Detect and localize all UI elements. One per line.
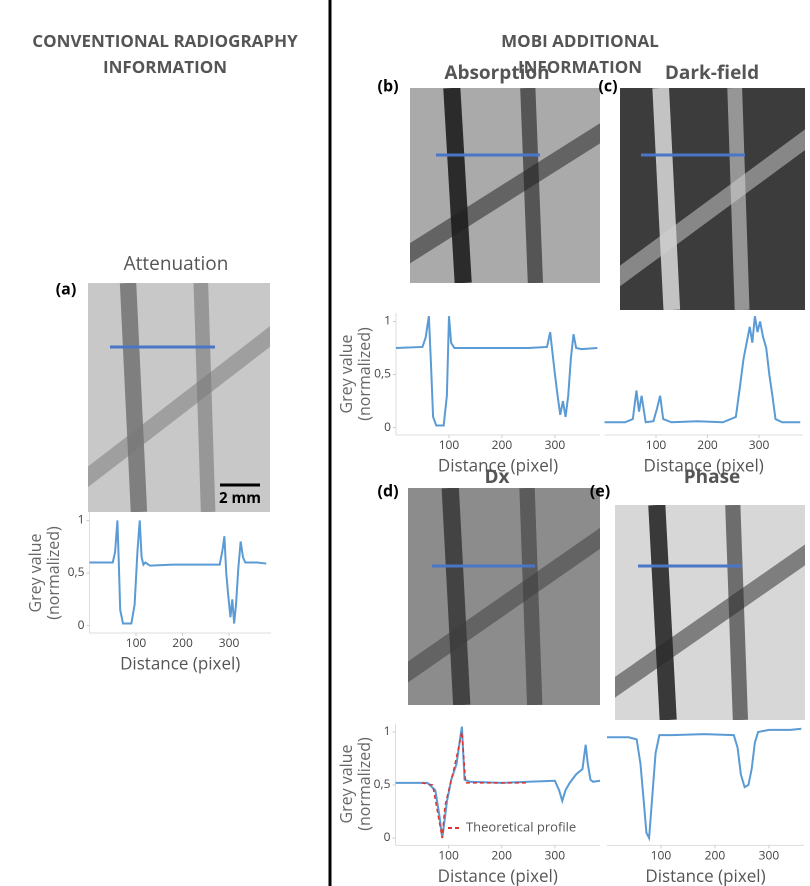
x-tick-label: 200 <box>492 436 513 453</box>
y-tick-label: 1 <box>384 722 391 739</box>
legend-label: Theoretical profile <box>466 817 576 835</box>
fiber <box>410 123 600 264</box>
fiber <box>88 326 270 488</box>
y-tick-label: 0 <box>78 616 85 633</box>
y-tick-label: 0 <box>384 828 391 845</box>
x-tick-label: 100 <box>438 847 459 864</box>
x-tick-label: 100 <box>646 436 667 453</box>
fiber <box>408 527 600 683</box>
profile <box>395 316 598 427</box>
fiber <box>441 488 471 705</box>
y-label: Grey value (normalized) <box>335 327 375 421</box>
x-tick-label: 200 <box>172 634 193 651</box>
fiber <box>648 505 677 720</box>
x-tick-label: 300 <box>545 436 566 453</box>
x-label: Distance (pixel) <box>438 454 558 477</box>
x-tick-label: 200 <box>697 436 718 453</box>
panel-label: (e) <box>590 479 610 501</box>
x-tick-label: 300 <box>759 847 780 864</box>
y-tick-label: 0 <box>384 418 391 435</box>
x-label: Distance (pixel) <box>645 864 765 886</box>
panel-title: Dark-field <box>665 59 759 85</box>
profile <box>421 731 529 839</box>
fiber <box>119 283 148 512</box>
panel-title: Dx <box>484 463 509 489</box>
scale-label: 2 mm <box>219 488 261 508</box>
x-tick-label: 200 <box>705 847 726 864</box>
panel-label: (b) <box>378 74 399 96</box>
y-tick-label: 0,5 <box>374 775 391 792</box>
y-label: Grey value (normalized) <box>335 737 375 832</box>
y-tick-label: 1 <box>384 312 391 329</box>
left-header: CONVENTIONAL RADIOGRAPHY INFORMATION <box>32 29 298 78</box>
x-label: Distance (pixel) <box>438 864 558 886</box>
x-tick-label: 300 <box>749 436 770 453</box>
x-tick-label: 100 <box>439 436 460 453</box>
x-label: Distance (pixel) <box>120 652 240 675</box>
fiber <box>193 283 216 512</box>
y-tick-label: 1 <box>78 511 85 528</box>
panel-label: (c) <box>598 74 617 96</box>
y-tick-label: 0,5 <box>374 365 391 382</box>
panel-label: (d) <box>378 479 399 501</box>
x-label: Distance (pixel) <box>644 454 764 477</box>
fiber <box>620 129 805 287</box>
y-label: Grey value (normalized) <box>24 525 64 620</box>
x-tick-label: 300 <box>545 847 566 864</box>
panel-title: Phase <box>684 463 741 489</box>
profile <box>604 316 801 424</box>
fiber <box>652 88 681 310</box>
right-header: MOBI ADDITIONAL INFORMATION <box>501 29 659 78</box>
fiber <box>443 88 472 283</box>
x-tick-label: 100 <box>126 634 147 651</box>
x-tick-label: 300 <box>219 634 240 651</box>
panel-title: Absorption <box>444 59 549 85</box>
profile <box>89 520 267 625</box>
profile <box>607 727 802 842</box>
y-tick-label: 0,5 <box>68 563 85 580</box>
panel-label: (a) <box>56 277 77 299</box>
x-tick-label: 200 <box>491 847 512 864</box>
x-tick-label: 100 <box>651 847 672 864</box>
panel-title: Attenuation <box>124 250 229 276</box>
fiber <box>615 544 805 698</box>
